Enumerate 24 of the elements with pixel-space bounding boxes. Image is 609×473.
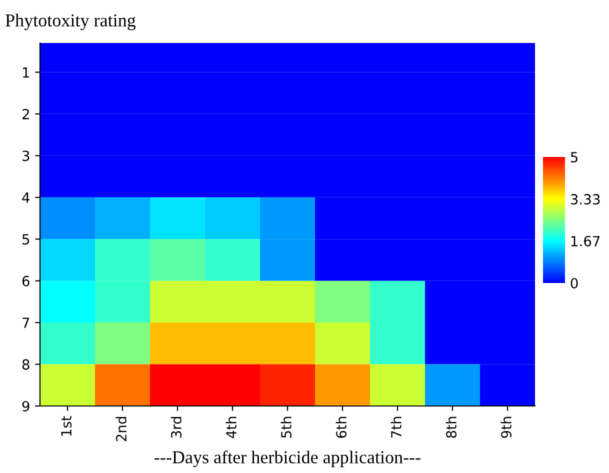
x-tick-label: 6th	[336, 416, 347, 438]
y-tick-label: 3	[22, 150, 30, 162]
x-tick-label: 2nd	[116, 416, 127, 442]
color-bar-label: 3.33	[570, 194, 600, 205]
y-tick-label: 8	[22, 359, 30, 370]
x-tick-label: 8th	[446, 416, 457, 438]
y-tick-label: 9	[22, 400, 30, 412]
x-tick-label: 5th	[280, 416, 292, 438]
y-tick-label: 2	[22, 108, 29, 120]
color-bar-label: 5	[570, 152, 578, 162]
x-axis-title: ---Days after herbicide application---	[154, 450, 420, 468]
x-tick-label: 9th	[500, 416, 512, 438]
x-tick-label: 7th	[390, 416, 402, 438]
y-tick-label: 6	[22, 276, 30, 286]
y-tick-label: 7	[22, 318, 30, 328]
x-tick-label: 3rd	[170, 416, 182, 438]
color-bar-label: 1.67	[571, 236, 600, 246]
y-tick-label: 5	[22, 234, 30, 245]
x-tick-label: 4th	[226, 416, 236, 438]
y-tick-label: 4	[22, 192, 30, 203]
x-tick-label: 1st	[61, 416, 72, 436]
y-tick-label: 1	[22, 67, 29, 78]
chart-title: Phytotoxity rating	[6, 14, 136, 30]
color-bar-label: 0	[570, 278, 578, 288]
